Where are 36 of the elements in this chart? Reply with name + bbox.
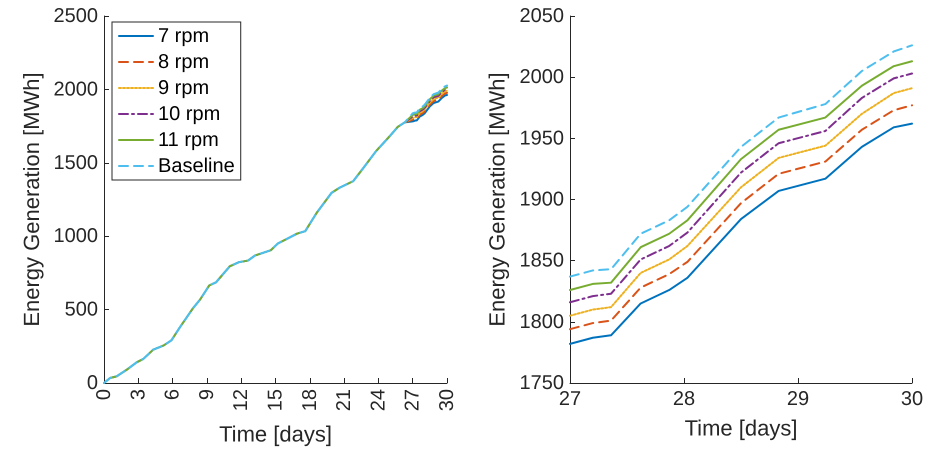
y-tick-label: 2500 <box>54 5 98 27</box>
y-tick-label: 2000 <box>54 78 98 100</box>
x-tick-label: 28 <box>672 388 696 410</box>
x-tick-label: 6 <box>162 389 184 400</box>
x-tick-label: 18 <box>298 389 321 412</box>
x-axis-title: Time [days] <box>684 416 798 440</box>
x-tick-label: 12 <box>230 389 252 412</box>
y-tick-label: 1000 <box>54 225 98 248</box>
legend-label: 8 rpm <box>158 51 210 73</box>
y-tick-label: 2050 <box>520 5 564 27</box>
x-tick-label: 27 <box>558 388 582 410</box>
y-tick-label: 1500 <box>54 152 98 174</box>
y-tick-label: 1850 <box>520 250 564 272</box>
x-tick-label: 3 <box>127 389 150 400</box>
x-tick-label: 21 <box>333 389 356 412</box>
x-tick-label: 29 <box>786 388 810 410</box>
legend-label: 10 rpm <box>158 103 220 125</box>
legend-label: 7 rpm <box>158 25 210 47</box>
y-axis-title: Energy Generation [MWh] <box>19 72 44 327</box>
x-tick-label: 0 <box>93 389 115 400</box>
legend-label: 11 rpm <box>158 129 219 151</box>
y-tick-label: 1900 <box>520 188 564 210</box>
x-tick-label: 15 <box>264 389 286 412</box>
y-tick-label: 1950 <box>520 127 564 150</box>
x-tick-label: 9 <box>196 389 218 400</box>
legend-label: Baseline <box>158 155 235 177</box>
x-tick-label: 30 <box>436 389 458 412</box>
x-tick-label: 24 <box>367 389 390 412</box>
y-tick-label: 500 <box>64 298 98 321</box>
y-tick-label: 2000 <box>520 66 564 88</box>
legend-label: 9 rpm <box>158 77 210 99</box>
y-tick-label: 1800 <box>520 310 564 333</box>
y-axis-title: Energy Generation [MWh] <box>484 72 510 327</box>
x-tick-label: 27 <box>402 389 424 412</box>
x-axis-title: Time [days] <box>219 422 332 446</box>
x-tick-label: 30 <box>900 388 924 410</box>
